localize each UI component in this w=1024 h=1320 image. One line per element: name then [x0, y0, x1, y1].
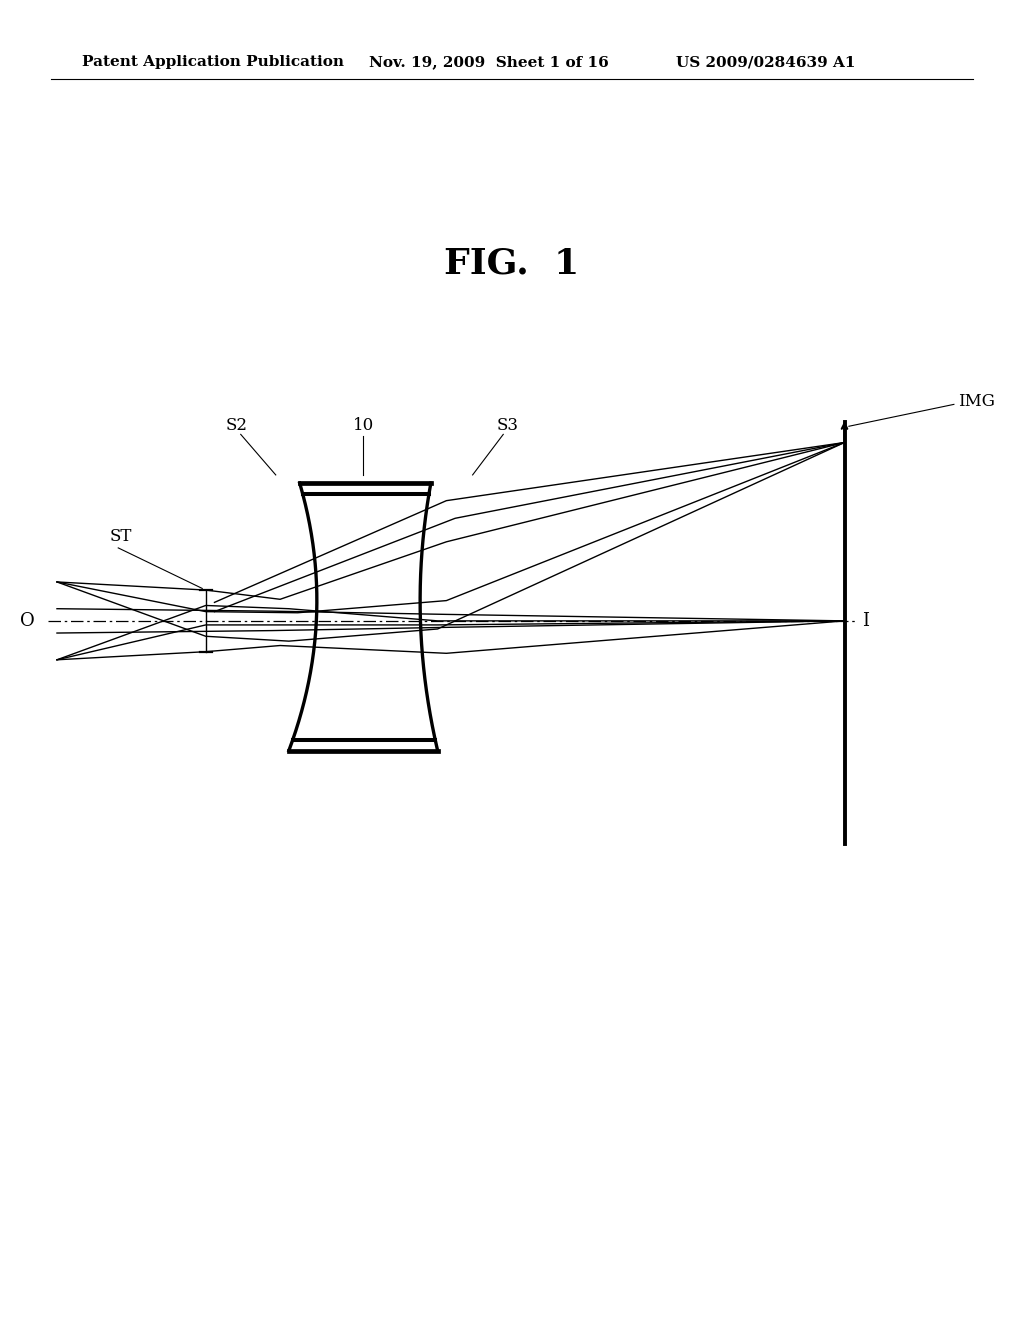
- Text: Patent Application Publication: Patent Application Publication: [82, 55, 344, 70]
- Text: US 2009/0284639 A1: US 2009/0284639 A1: [676, 55, 855, 70]
- Text: ST: ST: [110, 528, 132, 545]
- Text: 10: 10: [352, 417, 374, 434]
- Text: S2: S2: [225, 417, 248, 434]
- Text: Nov. 19, 2009  Sheet 1 of 16: Nov. 19, 2009 Sheet 1 of 16: [369, 55, 608, 70]
- Text: FIG.  1: FIG. 1: [444, 247, 580, 281]
- Text: O: O: [20, 612, 35, 630]
- Text: I: I: [862, 612, 869, 630]
- Text: IMG: IMG: [958, 393, 995, 411]
- Text: S3: S3: [497, 417, 518, 434]
